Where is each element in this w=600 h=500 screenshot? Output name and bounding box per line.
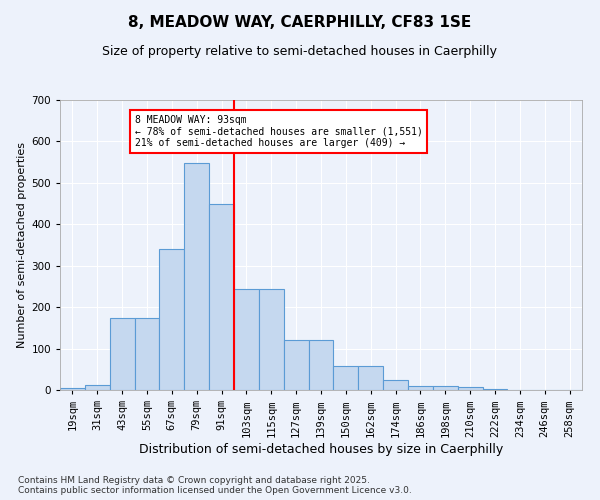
Bar [334, 366, 358, 390]
Bar [234, 290, 259, 390]
Bar [408, 386, 433, 390]
Bar [60, 388, 85, 390]
Bar [383, 380, 408, 390]
Bar [184, 163, 209, 390]
Bar [308, 340, 334, 390]
Text: 8, MEADOW WAY, CAERPHILLY, CF83 1SE: 8, MEADOW WAY, CAERPHILLY, CF83 1SE [128, 15, 472, 30]
Bar [134, 318, 160, 390]
Text: 8 MEADOW WAY: 93sqm
← 78% of semi-detached houses are smaller (1,551)
21% of sem: 8 MEADOW WAY: 93sqm ← 78% of semi-detach… [134, 114, 422, 148]
Bar [482, 389, 508, 390]
Text: Size of property relative to semi-detached houses in Caerphilly: Size of property relative to semi-detach… [103, 45, 497, 58]
X-axis label: Distribution of semi-detached houses by size in Caerphilly: Distribution of semi-detached houses by … [139, 444, 503, 456]
Bar [160, 249, 184, 390]
Bar [458, 386, 482, 390]
Bar [358, 366, 383, 390]
Bar [259, 290, 284, 390]
Bar [110, 318, 134, 390]
Y-axis label: Number of semi-detached properties: Number of semi-detached properties [17, 142, 27, 348]
Bar [85, 385, 110, 390]
Text: Contains HM Land Registry data © Crown copyright and database right 2025.
Contai: Contains HM Land Registry data © Crown c… [18, 476, 412, 495]
Bar [284, 340, 308, 390]
Bar [433, 386, 458, 390]
Bar [209, 204, 234, 390]
